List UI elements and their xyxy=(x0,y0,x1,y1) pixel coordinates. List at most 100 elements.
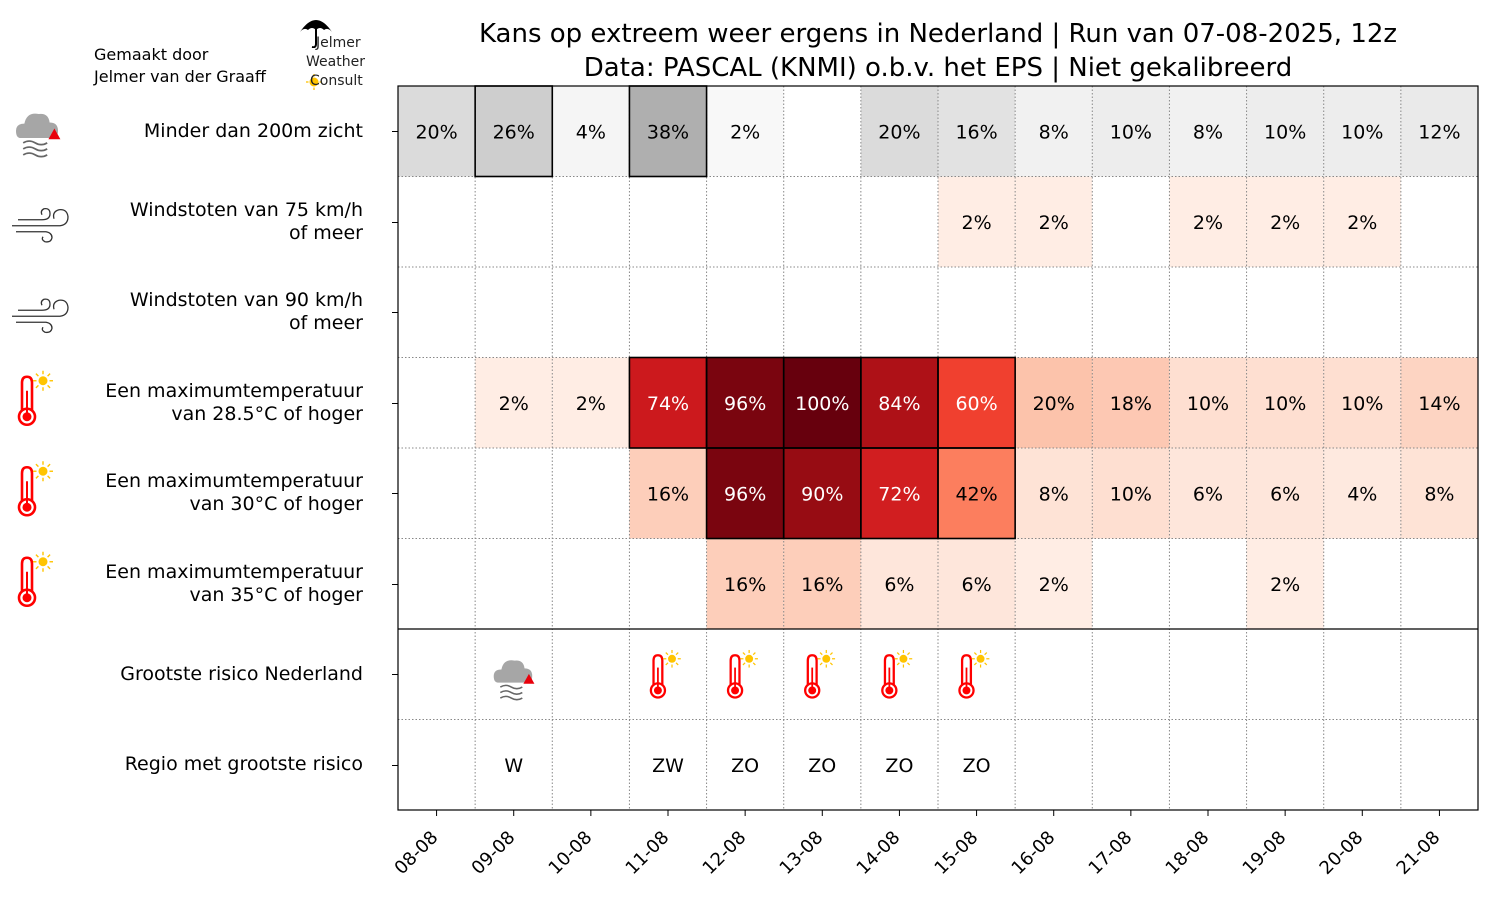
cell-value: 20% xyxy=(878,121,920,143)
sun-ray xyxy=(665,662,669,666)
heatmap-cell xyxy=(1015,538,1093,629)
y-tick xyxy=(392,131,398,133)
region-value: ZO xyxy=(963,755,991,777)
sun-ray xyxy=(896,662,900,666)
heatmap-cell xyxy=(860,448,938,539)
heatmap-cell xyxy=(1246,538,1324,629)
row-label: Regio met grootste risico xyxy=(125,753,363,776)
heatmap-cell xyxy=(706,176,784,267)
logo-line-2: Weather xyxy=(306,54,365,70)
wind-gust-line xyxy=(18,207,51,221)
sun-ray xyxy=(984,652,988,656)
sun-ray xyxy=(35,373,39,377)
sun-ray xyxy=(35,565,39,570)
sun-core xyxy=(822,654,831,663)
heatmap-cell xyxy=(1246,267,1324,358)
thermometer-sun-icon xyxy=(881,649,913,699)
y-tick xyxy=(392,402,398,404)
heatmap-cell xyxy=(552,176,630,267)
cell-value: 26% xyxy=(493,121,535,143)
heatmap-cell xyxy=(938,176,1016,267)
row-label: Een maximumtemperatuur van 28.5°C of hoge… xyxy=(105,380,363,426)
sun-ray xyxy=(47,554,51,558)
row-label-line-2: of meer xyxy=(288,312,363,335)
heatmap-cell xyxy=(1246,448,1324,539)
thermometer-tube xyxy=(883,654,895,686)
thermometer-sun-icon xyxy=(17,370,53,427)
row-label-line-1: Grootste risico Nederland xyxy=(120,662,363,685)
heatmap-cell xyxy=(783,357,861,448)
row-label-line-1: Minder dan 200m zicht xyxy=(143,119,363,142)
thermometer-sun-icon xyxy=(17,551,53,608)
sun-ray xyxy=(675,662,679,666)
region-value: ZO xyxy=(885,755,913,777)
heatmap-cell xyxy=(1092,357,1170,448)
sun-ray xyxy=(665,652,669,656)
heatmap-cell xyxy=(1400,357,1478,448)
heatmap-cell xyxy=(706,86,784,177)
heatmap-cell xyxy=(629,267,707,358)
cell-value: 2% xyxy=(1193,212,1223,234)
heatmap-cell xyxy=(1246,357,1324,448)
heatmap-cell xyxy=(1015,176,1093,267)
heatmap-cell xyxy=(1092,448,1170,539)
cell-value: 2% xyxy=(1347,212,1377,234)
heatmap-cell xyxy=(1400,86,1478,177)
heatmap-cell xyxy=(1092,538,1170,629)
heatmap-cell xyxy=(1246,86,1324,177)
cell-value: 6% xyxy=(961,574,991,596)
cell-value: 8% xyxy=(1039,483,1069,505)
region-value: ZO xyxy=(731,755,759,777)
chart-subtitle: Data: PASCAL (KNMI) o.b.v. het EPS | Nie… xyxy=(583,53,1293,83)
heatmap-cell xyxy=(398,538,476,629)
thermometer-bulb xyxy=(731,686,740,695)
credit-line-2: Jelmer van der Graaff xyxy=(94,67,266,86)
cell-value: 10% xyxy=(1341,393,1383,415)
heatmap-cell xyxy=(629,357,707,448)
logo-line-1: Jelmer xyxy=(316,35,361,51)
cell-value: 84% xyxy=(878,393,920,415)
heatmap-cell xyxy=(398,357,476,448)
sun-ray xyxy=(742,652,746,656)
heatmap-cell xyxy=(398,267,476,358)
cell-value: 72% xyxy=(878,483,920,505)
thermometer-sun-icon xyxy=(804,649,836,699)
cloud-shape xyxy=(493,660,533,683)
heatmap-cell xyxy=(475,267,553,358)
region-value: ZW xyxy=(652,755,684,777)
thermometer-tube xyxy=(652,654,664,686)
thermometer-sun-icon xyxy=(726,649,758,699)
heatmap-cell xyxy=(860,538,938,629)
sun-core xyxy=(745,654,754,663)
thermometer-tube xyxy=(729,654,741,686)
cell-value: 38% xyxy=(647,121,689,143)
row-label-line-1: Windstoten van 90 km/h xyxy=(129,289,363,312)
sun-ray xyxy=(907,662,911,666)
cell-value: 6% xyxy=(1270,483,1300,505)
row-label-line-1: Een maximumtemperatuur xyxy=(105,470,363,493)
thermometer-bulb xyxy=(808,686,817,695)
thermometer-tube xyxy=(806,654,818,686)
heatmap-cell xyxy=(1323,357,1401,448)
cell-value: 16% xyxy=(724,574,766,596)
thermometer-bulb xyxy=(22,593,32,603)
cell-value: 20% xyxy=(1033,393,1075,415)
heatmap-cell xyxy=(706,267,784,358)
sun-core xyxy=(899,654,908,663)
thermometer-tube xyxy=(20,465,34,502)
fog-wave xyxy=(499,690,523,695)
thermometer-bulb xyxy=(885,686,894,695)
y-tick xyxy=(392,583,398,585)
sun-core xyxy=(668,654,676,663)
cell-value: 20% xyxy=(415,121,457,143)
heatmap-cell xyxy=(1323,86,1401,177)
heatmap-cell xyxy=(398,176,476,267)
heatmap-cell xyxy=(1015,267,1093,358)
heatmap-cell xyxy=(552,448,630,539)
sun-ray xyxy=(973,652,977,656)
heatmap-cell xyxy=(552,357,630,448)
fog-wave xyxy=(499,695,523,701)
heatmap-cell xyxy=(475,86,553,177)
heatmap-cell xyxy=(1400,538,1478,629)
